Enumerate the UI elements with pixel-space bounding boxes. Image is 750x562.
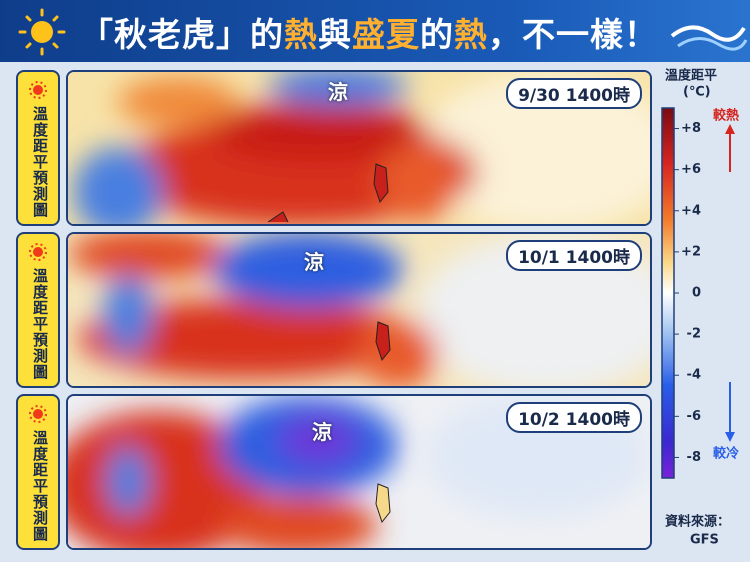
time-label: 9/30 1400時 [506, 78, 642, 109]
colorbar-tick-label: +2 [681, 244, 701, 259]
warm-arrow-head [725, 124, 735, 134]
title-part: ，不一樣！ [488, 15, 658, 54]
sun-icon [29, 243, 47, 261]
title-part: 熱 [454, 15, 488, 54]
cool-label: 涼 [304, 250, 324, 274]
header: 「秋老虎」的熱與盛夏的熱，不一樣！ [0, 0, 750, 62]
map-panel: 涼 10/2 1400時 [66, 394, 652, 550]
source-name: GFS [690, 533, 719, 548]
colorbar-tick-label: -6 [687, 409, 701, 424]
title-part: 熱 [284, 15, 318, 54]
cool-label: 涼 [312, 420, 332, 444]
colorbar-tick-label: +4 [681, 203, 701, 218]
title-part: 的 [420, 15, 454, 54]
title: 「秋老虎」的熱與盛夏的熱，不一樣！ [80, 8, 658, 56]
side-label: 溫度距平預測圖 [31, 430, 49, 542]
colorbar-unit: (℃) [683, 85, 711, 100]
colorbar-tick-label: -4 [687, 368, 701, 383]
time-label: 10/2 1400時 [506, 402, 642, 433]
map [68, 72, 650, 224]
sun-icon [29, 81, 47, 99]
colorbar-tick-label: +8 [681, 121, 701, 136]
map [68, 396, 650, 548]
side-label-box: 溫度距平預測圖 [16, 232, 60, 388]
colorbar-tick-label: -2 [687, 327, 701, 342]
colorbar-tick-label: 0 [692, 286, 701, 301]
colorbar: 溫度距平 (℃) 較熱 較冷 資料來源： GFS +8 +6 +4 +2 0 -2 -4 -6… [661, 68, 739, 548]
cool-end-label: 較冷 [713, 446, 739, 462]
colorbar-tick-label: +6 [681, 162, 701, 177]
title-part: 盛夏 [352, 15, 420, 54]
colorbar-tick-label: -8 [687, 450, 701, 465]
map-panel: 涼 10/1 1400時 [66, 232, 652, 388]
source-label: 資料來源： [665, 514, 730, 530]
title-part: 的 [250, 15, 284, 54]
side-label-box: 溫度距平預測圖 [16, 394, 60, 550]
time-label: 10/1 1400時 [506, 240, 642, 271]
colorbar-title: 溫度距平 [665, 68, 717, 84]
side-label: 溫度距平預測圖 [31, 268, 49, 380]
side-label-box: 溫度距平預測圖 [16, 70, 60, 226]
map-panel: 涼 9/30 1400時 [66, 70, 652, 226]
sun-icon [29, 405, 47, 423]
title-part: 「秋老虎」 [80, 15, 250, 54]
wave-icon [670, 25, 748, 51]
warm-label: 較熱 [713, 108, 739, 124]
title-part: 與 [318, 15, 352, 54]
cool-arrow-head [725, 432, 735, 442]
side-label: 溫度距平預測圖 [31, 106, 49, 218]
sun-icon [18, 8, 66, 56]
colorbar-scale [661, 107, 675, 479]
cool-label: 涼 [328, 80, 348, 104]
